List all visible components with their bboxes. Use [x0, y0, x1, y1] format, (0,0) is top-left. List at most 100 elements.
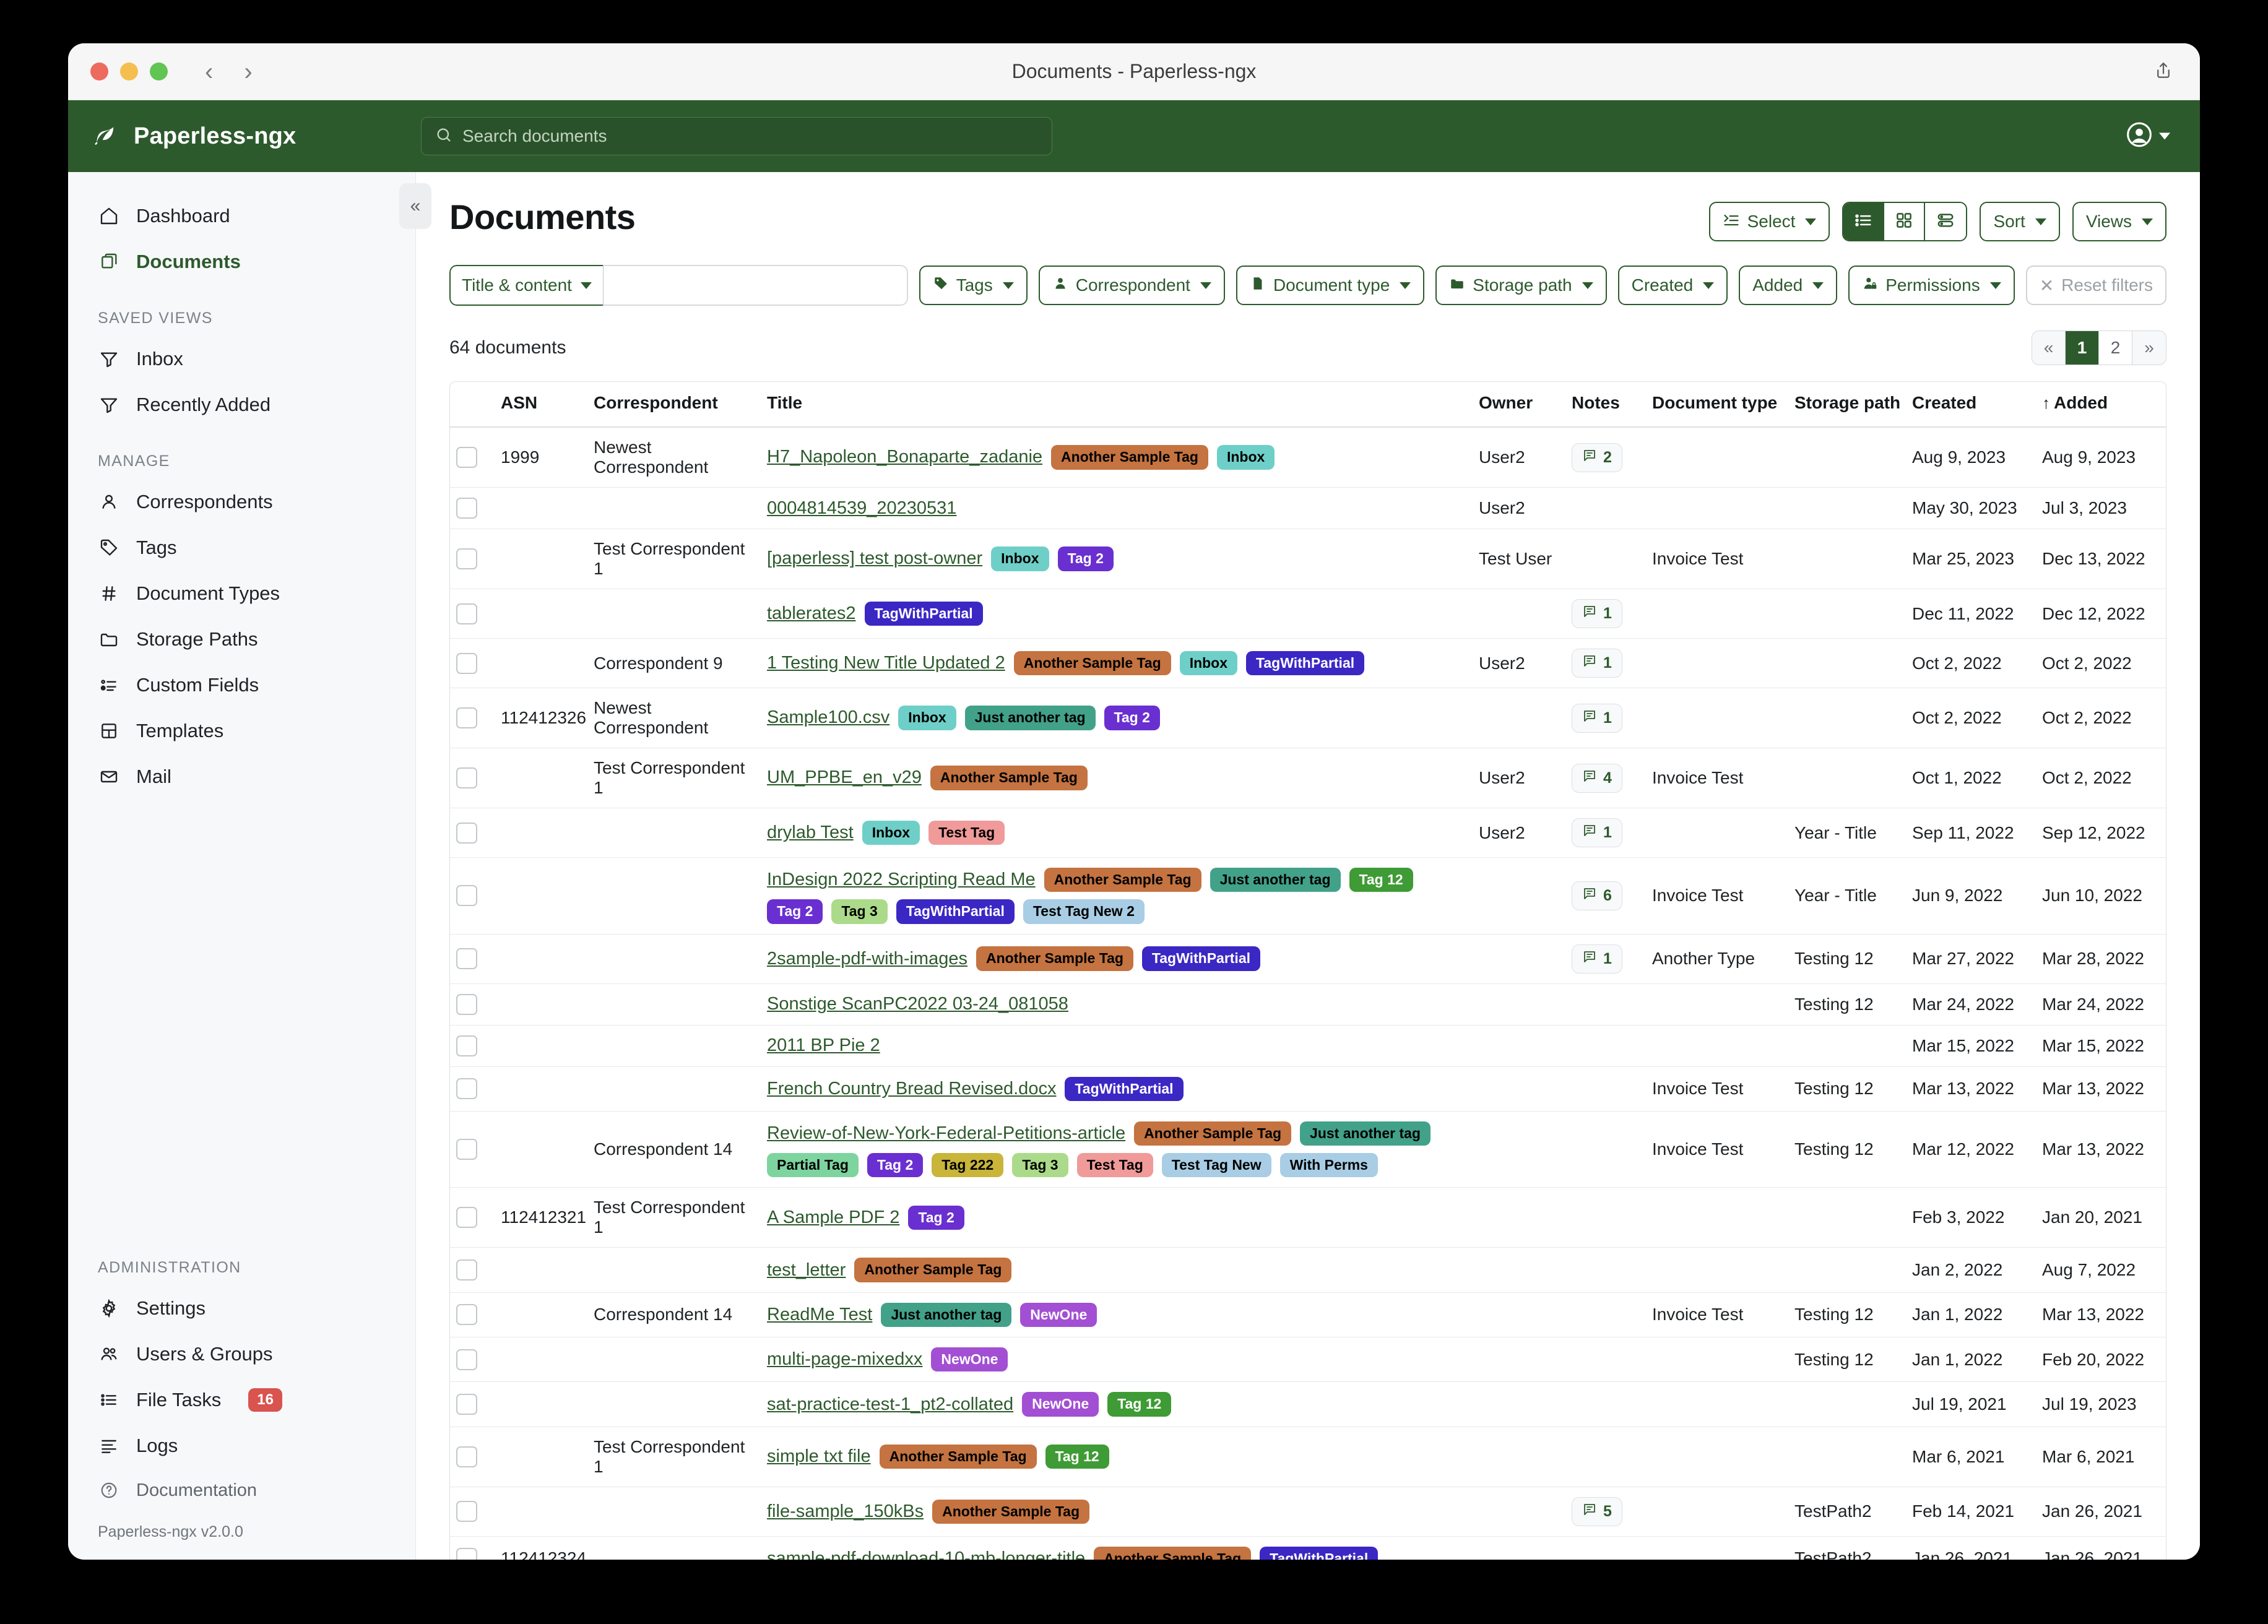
tag-chip[interactable]: Just another tag: [881, 1302, 1012, 1328]
notes-badge[interactable]: 5: [1572, 1497, 1622, 1526]
tag-chip[interactable]: TagWithPartial: [1260, 1546, 1379, 1560]
tag-chip[interactable]: Tag 2: [867, 1153, 924, 1178]
tag-chip[interactable]: Test Tag New: [1161, 1153, 1271, 1178]
column-header-notes[interactable]: Notes: [1565, 382, 1646, 428]
tag-chip[interactable]: Another Sample Tag: [1013, 650, 1171, 676]
document-title-link[interactable]: 2011 BP Pie 2: [767, 1035, 880, 1056]
filter-document-type-button[interactable]: Document type: [1236, 266, 1425, 305]
document-title-link[interactable]: A Sample PDF 2: [767, 1207, 900, 1227]
sidebar-item-documents[interactable]: Documents: [68, 239, 415, 285]
row-checkbox[interactable]: [456, 1446, 477, 1467]
filter-created-button[interactable]: Created: [1617, 266, 1728, 305]
table-row[interactable]: Test Correspondent 1 UM_PPBE_en_v29 Anothe…: [450, 748, 2166, 808]
document-title-link[interactable]: multi-page-mixedxx: [767, 1349, 923, 1370]
document-title-link[interactable]: sample-pdf-download-10-mb-longer-title: [767, 1548, 1086, 1560]
table-row[interactable]: sat-practice-test-1_pt2-collated NewOne Ta…: [450, 1381, 2166, 1427]
tag-chip[interactable]: Another Sample Tag: [1134, 1121, 1292, 1146]
sidebar-item-settings[interactable]: Settings: [68, 1285, 415, 1331]
document-title-link[interactable]: simple txt file: [767, 1446, 871, 1467]
column-header-created[interactable]: Created: [1906, 382, 2036, 428]
table-row[interactable]: InDesign 2022 Scripting Read Me Another S…: [450, 857, 2166, 935]
row-checkbox[interactable]: [456, 822, 477, 844]
sidebar-item-storage-paths[interactable]: Storage Paths: [68, 616, 415, 662]
table-row[interactable]: Test Correspondent 1 [paperless] test pos…: [450, 529, 2166, 589]
tag-chip[interactable]: With Perms: [1279, 1153, 1378, 1178]
document-title-link[interactable]: file-sample_150kBs: [767, 1501, 924, 1521]
table-row[interactable]: 2sample-pdf-with-images Another Sample Ta…: [450, 934, 2166, 984]
table-row[interactable]: Sonstige ScanPC2022 03-24_081058 Testing …: [450, 983, 2166, 1026]
filter-permissions-button[interactable]: Permissions: [1848, 266, 2015, 305]
tag-chip[interactable]: Another Sample Tag: [1094, 1546, 1252, 1560]
pagination-page-2[interactable]: 2: [2099, 331, 2132, 365]
pagination-last-button[interactable]: »: [2132, 331, 2166, 365]
sidebar-collapse-button[interactable]: «: [399, 183, 431, 229]
tag-chip[interactable]: Partial Tag: [767, 1153, 859, 1178]
brand[interactable]: Paperless-ngx: [93, 122, 421, 151]
tag-chip[interactable]: NewOne: [931, 1347, 1008, 1372]
sidebar-item-custom-fields[interactable]: Custom Fields: [68, 662, 415, 708]
table-row[interactable]: tablerates2 TagWithPartial 1 Dec 11, 2022 De…: [450, 589, 2166, 639]
row-checkbox[interactable]: [456, 1548, 477, 1560]
tag-chip[interactable]: TagWithPartial: [1246, 650, 1365, 676]
tag-chip[interactable]: NewOne: [1022, 1392, 1099, 1417]
table-row[interactable]: French Country Bread Revised.docx TagWith…: [450, 1066, 2166, 1112]
tag-chip[interactable]: Just another tag: [1210, 868, 1341, 892]
document-title-link[interactable]: 0004814539_20230531: [767, 498, 957, 518]
tag-chip[interactable]: Tag 3: [831, 899, 888, 924]
tag-chip[interactable]: Another Sample Tag: [976, 946, 1133, 971]
table-row[interactable]: multi-page-mixedxx NewOne Testing 12 Jan 1,…: [450, 1337, 2166, 1383]
document-title-link[interactable]: [paperless] test post-owner: [767, 548, 983, 569]
reset-filters-button[interactable]: ✕ Reset filters: [2025, 266, 2166, 305]
tag-chip[interactable]: Tag 2: [767, 899, 823, 924]
tag-chip[interactable]: Another Sample Tag: [879, 1445, 1037, 1469]
table-row[interactable]: Correspondent 14 Review-of-New-York-Feder…: [450, 1111, 2166, 1188]
column-header-correspondent[interactable]: Correspondent: [587, 382, 761, 428]
detail-view-button[interactable]: [1925, 203, 1967, 240]
title-content-dropdown[interactable]: Title & content: [449, 265, 603, 306]
document-title-link[interactable]: test_letter: [767, 1259, 846, 1280]
pagination-page-1[interactable]: 1: [2066, 331, 2099, 365]
notes-badge[interactable]: 6: [1572, 881, 1622, 910]
row-checkbox[interactable]: [456, 1349, 477, 1370]
row-checkbox[interactable]: [456, 603, 477, 624]
share-icon[interactable]: [2154, 59, 2173, 84]
tag-chip[interactable]: Tag 3: [1012, 1153, 1068, 1178]
tag-chip[interactable]: TagWithPartial: [1065, 1076, 1184, 1101]
tag-chip[interactable]: Inbox: [1216, 445, 1275, 470]
user-account-menu[interactable]: [2126, 121, 2170, 152]
tag-chip[interactable]: Tag 2: [1057, 546, 1114, 571]
row-checkbox[interactable]: [456, 652, 477, 674]
filter-storage-path-button[interactable]: Storage path: [1435, 266, 1607, 305]
document-title-link[interactable]: InDesign 2022 Scripting Read Me: [767, 870, 1036, 890]
table-row[interactable]: test_letter Another Sample Tag Jan 2, 2022…: [450, 1247, 2166, 1293]
title-content-input[interactable]: [602, 265, 908, 306]
sidebar-item-logs[interactable]: Logs: [68, 1423, 415, 1469]
sidebar-item-templates[interactable]: Templates: [68, 708, 415, 754]
notes-badge[interactable]: 4: [1572, 763, 1622, 793]
tag-chip[interactable]: Inbox: [1179, 650, 1238, 676]
document-title-link[interactable]: 2sample-pdf-with-images: [767, 948, 967, 969]
tag-chip[interactable]: Tag 2: [1104, 706, 1160, 730]
sidebar-item-mail[interactable]: Mail: [68, 754, 415, 800]
notes-badge[interactable]: 1: [1572, 599, 1622, 628]
tag-chip[interactable]: Inbox: [991, 546, 1049, 571]
tag-chip[interactable]: TagWithPartial: [864, 601, 983, 626]
tag-chip[interactable]: TagWithPartial: [896, 899, 1015, 924]
select-button[interactable]: Select: [1708, 202, 1830, 241]
tag-chip[interactable]: Another Sample Tag: [1044, 868, 1201, 892]
table-row[interactable]: 112412324 sample-pdf-download-10-mb-longe…: [450, 1536, 2166, 1560]
views-button[interactable]: Views: [2072, 202, 2166, 241]
close-window-button[interactable]: [90, 63, 108, 80]
tag-chip[interactable]: Another Sample Tag: [930, 766, 1088, 790]
row-checkbox[interactable]: [456, 548, 477, 569]
table-row[interactable]: 0004814539_20230531 User2 May 30, 2023 Jul …: [450, 487, 2166, 529]
sidebar-item-dashboard[interactable]: Dashboard: [68, 193, 415, 239]
document-title-link[interactable]: French Country Bread Revised.docx: [767, 1078, 1057, 1099]
row-checkbox[interactable]: [456, 498, 477, 519]
row-checkbox[interactable]: [456, 1078, 477, 1100]
notes-badge[interactable]: 1: [1572, 703, 1622, 733]
tag-chip[interactable]: Inbox: [898, 706, 956, 730]
row-checkbox[interactable]: [456, 1139, 477, 1160]
sidebar-item-inbox[interactable]: Inbox: [68, 336, 415, 382]
table-row[interactable]: 1999 Newest Correspondent H7_Napoleon_Bona…: [450, 427, 2166, 488]
